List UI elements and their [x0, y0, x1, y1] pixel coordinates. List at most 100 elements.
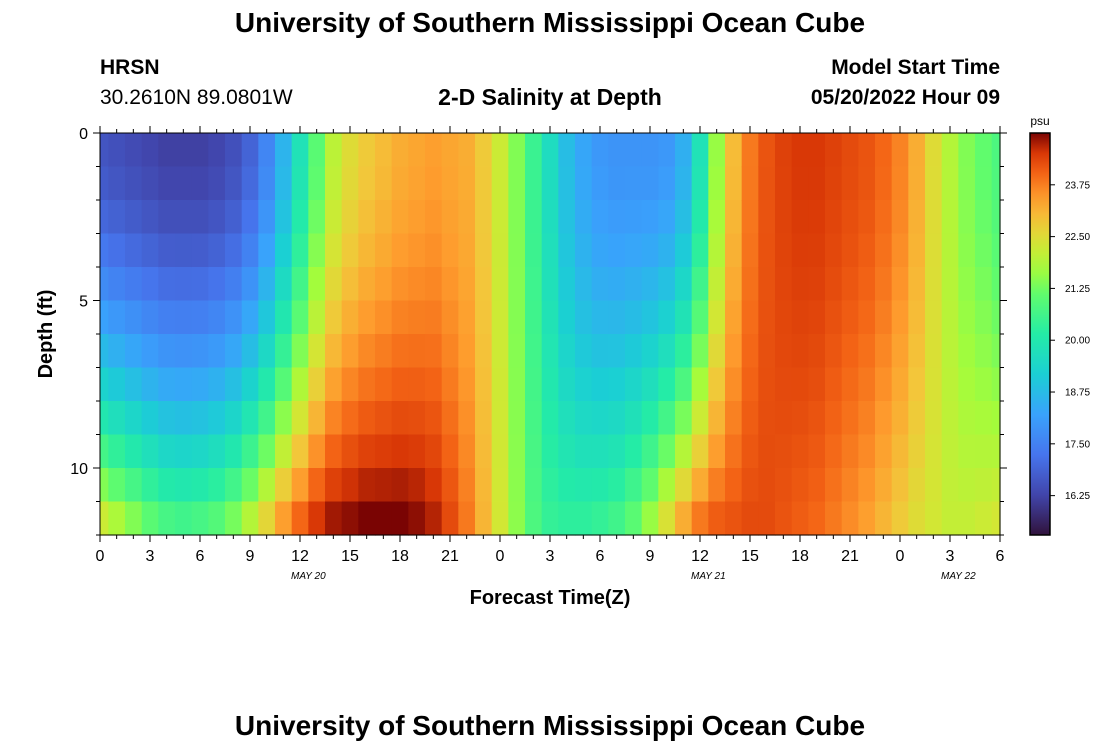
heatmap-cell: [841, 267, 859, 302]
heatmap-cell: [591, 501, 609, 536]
heatmap-cell: [100, 468, 109, 503]
heatmap-cell: [275, 401, 293, 436]
x-axis: 0 3 6 9 12 15 18 21 0 3 6 9 12 15 18 21 0 3 6 MAY 20 MAY 21 M…: [96, 126, 1005, 582]
heatmap-cell: [441, 367, 459, 402]
heatmap-cell: [141, 133, 159, 168]
heatmap-cell: [108, 133, 126, 168]
heatmap-cell: [141, 401, 159, 436]
heatmap-cell: [275, 133, 293, 168]
heatmap-cell: [100, 200, 109, 235]
heatmap-cell: [258, 166, 276, 201]
heatmap-cell: [491, 166, 509, 201]
heatmap-cell: [641, 133, 659, 168]
heatmap-cell: [691, 233, 709, 268]
heatmap-cell: [875, 233, 893, 268]
heatmap-cell: [925, 401, 943, 436]
heatmap-cell: [458, 267, 476, 302]
heatmap-cell: [308, 233, 326, 268]
heatmap-cell: [325, 233, 343, 268]
heatmap-cell: [241, 166, 259, 201]
heatmap-cell: [608, 367, 626, 402]
heatmap-cell: [141, 468, 159, 503]
heatmap-cell: [175, 233, 193, 268]
heatmap-cell: [608, 200, 626, 235]
heatmap-cell: [891, 434, 909, 469]
heatmap-cell: [525, 233, 543, 268]
heatmap-cell: [708, 434, 726, 469]
heatmap-cell: [475, 233, 493, 268]
heatmap-cell: [100, 233, 109, 268]
heatmap-cell: [341, 468, 359, 503]
heatmap-cell: [458, 401, 476, 436]
heatmap-cell: [675, 300, 693, 335]
heatmap-cell: [808, 401, 826, 436]
y-tick-label: 0: [79, 126, 88, 143]
heatmap-cell: [908, 434, 926, 469]
heatmap-cell: [275, 300, 293, 335]
heatmap-cell: [608, 267, 626, 302]
heatmap-cell: [625, 133, 643, 168]
colorbar-tick-label: 16.25: [1065, 491, 1090, 502]
heatmap-cell: [691, 501, 709, 536]
heatmap-cell: [125, 367, 143, 402]
heatmap-cell: [541, 267, 559, 302]
colorbar-tick-label: 21.25: [1065, 284, 1090, 295]
heatmap-cell: [691, 200, 709, 235]
heatmap-cell: [675, 367, 693, 402]
heatmap-cell: [808, 367, 826, 402]
heatmap-cell: [491, 501, 509, 536]
heatmap-cell: [641, 501, 659, 536]
heatmap-cell: [658, 233, 676, 268]
heatmap-cell: [591, 166, 609, 201]
heatmap-cell: [641, 233, 659, 268]
heatmap-cell: [825, 133, 843, 168]
heatmap-cell: [941, 267, 959, 302]
heatmap-cell: [875, 501, 893, 536]
heatmap-cell: [125, 434, 143, 469]
heatmap-cell: [558, 434, 576, 469]
heatmap-cell: [475, 501, 493, 536]
heatmap-cell: [508, 133, 526, 168]
heatmap-cell: [258, 133, 276, 168]
heatmap-cell: [975, 367, 993, 402]
heatmap-cell: [991, 468, 1001, 503]
heatmap-cell: [325, 468, 343, 503]
heatmap-cell: [108, 367, 126, 402]
y-tick-label: 5: [79, 294, 88, 311]
heatmap-cell: [825, 267, 843, 302]
x-tick-label: 12: [291, 548, 309, 565]
heatmap-cell: [191, 200, 209, 235]
heatmap-cell: [341, 233, 359, 268]
heatmap-cell: [975, 200, 993, 235]
heatmap-cell: [175, 200, 193, 235]
heatmap-cell: [758, 300, 776, 335]
heatmap-cell: [758, 367, 776, 402]
heatmap-cell: [108, 300, 126, 335]
heatmap-cell: [925, 233, 943, 268]
heatmap-cell: [358, 133, 376, 168]
heatmap-cell: [125, 133, 143, 168]
heatmap-cell: [958, 401, 976, 436]
heatmap-cell: [891, 300, 909, 335]
heatmap-cell: [691, 166, 709, 201]
heatmap-cell: [691, 300, 709, 335]
heatmap-cell: [825, 501, 843, 536]
heatmap-cell: [525, 334, 543, 369]
heatmap-cell: [675, 200, 693, 235]
heatmap-cell: [375, 166, 393, 201]
heatmap-cell: [558, 233, 576, 268]
heatmap-cell: [275, 200, 293, 235]
heatmap-cell: [525, 501, 543, 536]
heatmap-cell: [391, 200, 409, 235]
colorbar-ticks: 16.25 17.50 18.75 20.00 21.25 22.50 23.75: [1050, 180, 1090, 502]
heatmap-cell: [641, 200, 659, 235]
heatmap-cell: [158, 166, 176, 201]
heatmap-cell: [225, 334, 243, 369]
heatmap-cell: [725, 434, 743, 469]
heatmap-cell: [225, 367, 243, 402]
heatmap-cell: [958, 200, 976, 235]
heatmap-cell: [658, 300, 676, 335]
heatmap-cell: [508, 334, 526, 369]
heatmap-cell: [475, 434, 493, 469]
heatmap-cell: [825, 300, 843, 335]
